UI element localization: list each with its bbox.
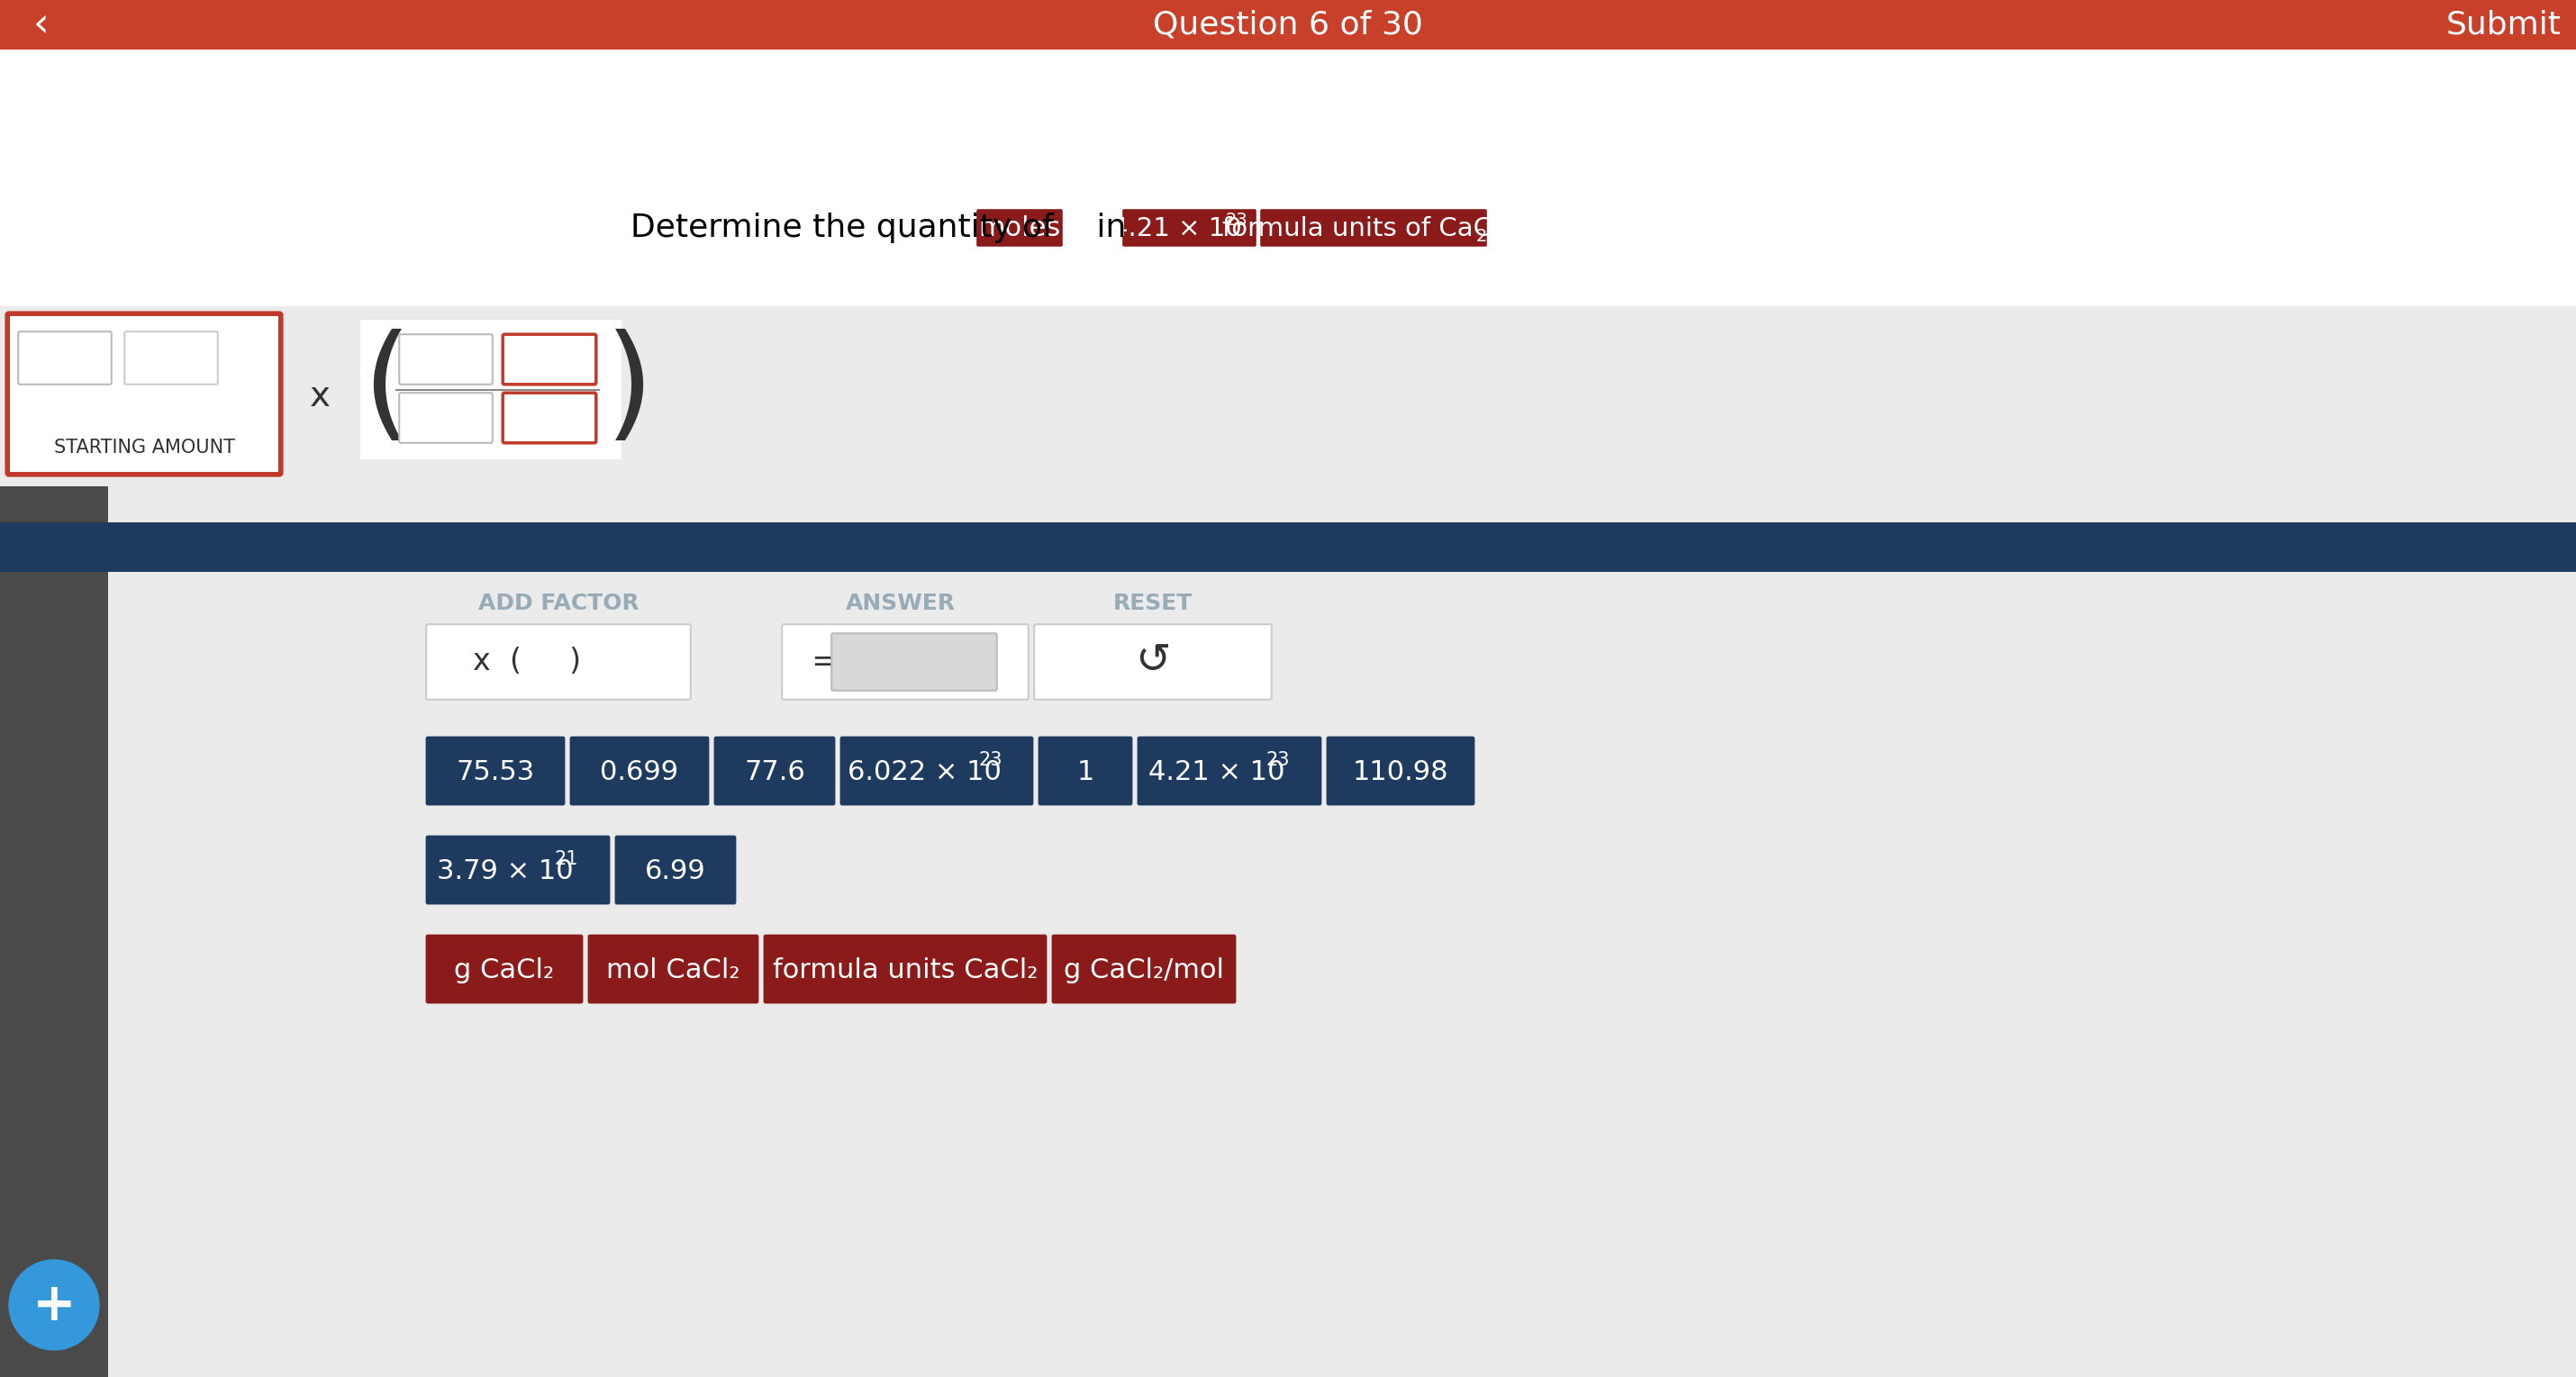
Text: 6.022 × 10: 6.022 × 10 [848,760,1002,786]
Bar [0,571,108,1377]
FancyBboxPatch shape [425,836,611,905]
Text: formula units CaCl₂: formula units CaCl₂ [773,958,1038,985]
Text: 2: 2 [1476,229,1486,245]
FancyBboxPatch shape [1136,737,1321,806]
FancyBboxPatch shape [1038,737,1133,806]
Text: 4.21 × 10: 4.21 × 10 [1113,216,1242,241]
Bar [0,50,2576,522]
Bar [0,0,2576,50]
FancyBboxPatch shape [8,314,281,475]
Text: 0.699: 0.699 [600,760,677,786]
FancyBboxPatch shape [425,737,564,806]
Text: ↺: ↺ [1136,642,1170,682]
Bar [0,486,108,522]
Text: ): ) [605,329,654,450]
Text: ANSWER: ANSWER [845,592,956,614]
FancyBboxPatch shape [840,737,1033,806]
FancyBboxPatch shape [425,935,582,1004]
Text: 21: 21 [554,850,580,868]
Bar [0,571,2576,1377]
Text: Submit: Submit [2447,10,2561,40]
Bar [361,319,621,460]
Text: g CaCl₂: g CaCl₂ [453,958,554,985]
Text: in: in [1087,212,1136,244]
Text: x  (     ): x ( ) [474,647,582,676]
Text: g CaCl₂/mol: g CaCl₂/mol [1064,958,1224,985]
FancyBboxPatch shape [976,209,1064,246]
FancyBboxPatch shape [714,737,835,806]
FancyBboxPatch shape [616,836,737,905]
Text: 23: 23 [1267,750,1291,770]
Bar [0,522,2576,571]
Text: 1: 1 [1077,760,1095,786]
Text: formula units of CaCl: formula units of CaCl [1224,216,1499,241]
Text: 6.99: 6.99 [644,859,706,885]
FancyBboxPatch shape [1123,209,1257,246]
FancyBboxPatch shape [1051,935,1236,1004]
FancyBboxPatch shape [18,332,111,384]
Text: 77.6: 77.6 [744,760,806,786]
Bar [0,306,2576,522]
Text: 23: 23 [1226,211,1247,229]
FancyBboxPatch shape [587,935,760,1004]
Text: 4.21 × 10: 4.21 × 10 [1149,760,1285,786]
Text: +: + [31,1279,77,1330]
FancyBboxPatch shape [1260,209,1486,246]
FancyBboxPatch shape [832,633,997,691]
Text: RESET: RESET [1113,592,1193,614]
Circle shape [8,1260,98,1349]
FancyBboxPatch shape [1033,624,1273,700]
Text: mol CaCl₂: mol CaCl₂ [605,958,739,985]
Text: x: x [309,379,330,413]
FancyBboxPatch shape [399,392,492,443]
Text: STARTING AMOUNT: STARTING AMOUNT [54,439,234,457]
FancyBboxPatch shape [502,335,595,384]
FancyBboxPatch shape [762,935,1046,1004]
Text: Question 6 of 30: Question 6 of 30 [1154,10,1422,40]
FancyBboxPatch shape [425,624,690,700]
FancyBboxPatch shape [569,737,708,806]
Text: 23: 23 [979,750,1002,770]
Text: =: = [811,647,837,677]
FancyBboxPatch shape [783,624,1028,700]
Text: moles: moles [979,215,1061,241]
Text: 75.53: 75.53 [456,760,536,786]
Bar [693,306,2576,522]
Text: 110.98: 110.98 [1352,760,1448,786]
Text: ‹: ‹ [33,6,49,44]
Text: (: ( [363,329,410,450]
FancyBboxPatch shape [502,392,595,443]
FancyBboxPatch shape [1327,737,1476,806]
FancyBboxPatch shape [124,332,219,384]
Text: ADD FACTOR: ADD FACTOR [479,592,639,614]
Text: Determine the quantity of: Determine the quantity of [631,212,1064,244]
Text: 3.79 × 10: 3.79 × 10 [438,859,574,885]
FancyBboxPatch shape [399,335,492,384]
